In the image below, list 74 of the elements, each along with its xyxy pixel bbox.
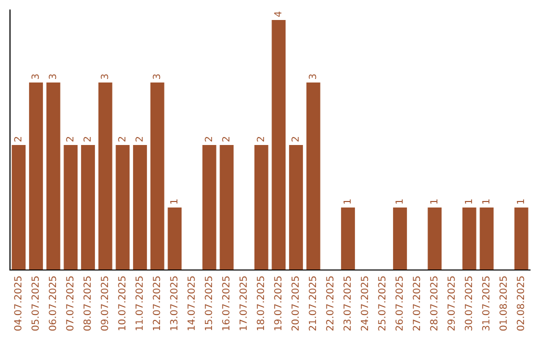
data-label: 3 bbox=[308, 74, 316, 79]
x-tick-label: 08.07.2025 bbox=[83, 276, 91, 331]
data-label: 3 bbox=[152, 74, 160, 79]
x-tick-label: 12.07.2025 bbox=[152, 276, 160, 330]
x-tick-label: 18.07.2025 bbox=[256, 276, 264, 330]
x-tick-label: 07.07.2025 bbox=[66, 276, 74, 331]
bar bbox=[150, 82, 164, 270]
bar bbox=[272, 20, 286, 270]
x-tick-label: 01.08.2025 bbox=[499, 276, 507, 331]
x-tick-label: 06.07.2025 bbox=[48, 276, 56, 331]
x-tick-label: 26.07.2025 bbox=[395, 276, 403, 331]
data-label: 3 bbox=[48, 74, 56, 79]
x-tick-label: 09.07.2025 bbox=[100, 276, 108, 331]
bar bbox=[64, 145, 78, 270]
x-tick-label: 20.07.2025 bbox=[291, 276, 299, 331]
bar bbox=[480, 208, 494, 270]
bar bbox=[46, 82, 60, 270]
x-tick-label: 23.07.2025 bbox=[343, 276, 351, 331]
bar bbox=[168, 208, 182, 270]
x-tick-label: 19.07.2025 bbox=[274, 276, 282, 330]
data-label: 1 bbox=[170, 199, 178, 204]
x-tick-label: 22.07.2025 bbox=[326, 276, 334, 331]
x-tick-label: 05.07.2025 bbox=[31, 276, 39, 331]
bar bbox=[81, 145, 95, 270]
data-label: 1 bbox=[464, 199, 472, 204]
data-label: 2 bbox=[14, 137, 22, 142]
bar bbox=[254, 145, 268, 270]
data-label: 2 bbox=[204, 137, 212, 142]
x-tick-label: 02.08.2025 bbox=[516, 276, 524, 331]
bar bbox=[393, 208, 407, 270]
data-label: 1 bbox=[396, 199, 403, 204]
bar bbox=[428, 208, 442, 270]
bar bbox=[306, 82, 320, 270]
data-label: 1 bbox=[430, 199, 438, 204]
x-tick-label: 04.07.2025 bbox=[14, 276, 22, 331]
bar bbox=[289, 145, 303, 270]
data-label: 1 bbox=[516, 199, 524, 204]
data-label: 1 bbox=[344, 199, 351, 204]
data-label: 2 bbox=[66, 137, 74, 142]
bar bbox=[202, 145, 216, 270]
x-tick-label: 14.07.2025 bbox=[187, 276, 195, 330]
x-tick-label: 24.07.2025 bbox=[360, 276, 368, 331]
bar bbox=[462, 208, 476, 270]
data-label: 1 bbox=[482, 199, 490, 204]
bar bbox=[98, 82, 112, 270]
bar bbox=[220, 145, 234, 270]
data-label: 2 bbox=[256, 137, 264, 142]
bar bbox=[341, 208, 355, 270]
x-tick-label: 11.07.2025 bbox=[135, 276, 143, 330]
x-tick-label: 27.07.2025 bbox=[412, 276, 420, 331]
x-tick-label: 10.07.2025 bbox=[118, 276, 126, 330]
x-tick-label: 25.07.2025 bbox=[378, 276, 386, 331]
bar bbox=[514, 208, 528, 270]
x-tick-label: 30.07.2025 bbox=[464, 276, 472, 330]
x-tick-label: 13.07.2025 bbox=[170, 276, 178, 330]
data-label: 3 bbox=[100, 74, 108, 79]
x-tick-label: 29.07.2025 bbox=[447, 276, 455, 331]
data-label: 2 bbox=[291, 137, 299, 142]
bar bbox=[12, 145, 26, 270]
x-tick-label: 31.07.2025 bbox=[482, 276, 490, 330]
data-label: 2 bbox=[135, 137, 143, 142]
data-label: 2 bbox=[222, 137, 230, 142]
x-tick-label: 17.07.2025 bbox=[239, 276, 247, 330]
bar bbox=[133, 145, 147, 270]
x-tick-label: 15.07.2025 bbox=[204, 276, 212, 330]
bar bbox=[116, 145, 130, 270]
data-label: 2 bbox=[118, 137, 126, 142]
x-tick-label: 16.07.2025 bbox=[222, 276, 230, 330]
x-tick-label: 28.07.2025 bbox=[430, 276, 438, 331]
data-label: 4 bbox=[274, 12, 282, 17]
x-tick-label: 21.07.2025 bbox=[308, 276, 316, 331]
data-label: 2 bbox=[83, 137, 91, 142]
data-label: 3 bbox=[31, 74, 39, 79]
bar bbox=[29, 82, 43, 270]
